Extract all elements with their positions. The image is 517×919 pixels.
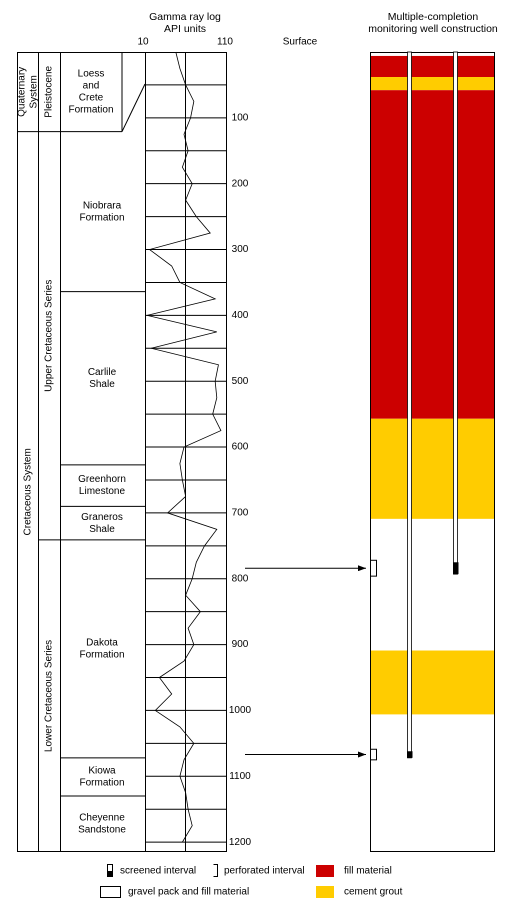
- well-segment: [371, 77, 494, 91]
- series-label: Upper Cretaceous Series: [44, 280, 55, 392]
- depth-label: 800: [232, 573, 249, 584]
- unit-label: Loess: [78, 68, 105, 79]
- well-segment: [371, 55, 494, 78]
- gravel-pack: [370, 559, 377, 577]
- unit-label: Graneros: [81, 512, 123, 523]
- unit-label: Niobrara: [83, 200, 122, 211]
- depth-label: 300: [232, 244, 249, 255]
- series-label: Pleistocene: [44, 66, 55, 118]
- legend: screened interval perforated interval fi…: [100, 864, 403, 898]
- depth-label: 200: [232, 178, 249, 189]
- depth-label: 1000: [229, 705, 252, 716]
- unit-label: Limestone: [79, 486, 126, 497]
- pipe: [453, 51, 458, 575]
- unit-label: Sandstone: [78, 825, 126, 836]
- well-segment: [371, 90, 494, 419]
- boundary: [121, 83, 146, 132]
- depth-label: 600: [232, 442, 249, 453]
- depth-label: 500: [232, 376, 249, 387]
- well-title: Multiple-completion: [388, 11, 479, 23]
- surface-label: Surface: [283, 37, 318, 48]
- pipe: [407, 51, 412, 759]
- depth-label: 400: [232, 310, 249, 321]
- gravel-pack: [370, 748, 377, 761]
- gamma-title: Gamma ray log: [149, 11, 221, 23]
- well-segment: [371, 650, 494, 715]
- unit-label: Cheyenne: [79, 813, 125, 824]
- legend-label: cement grout: [344, 887, 403, 898]
- unit-label: Shale: [89, 379, 115, 390]
- legend-label: gravel pack and fill material: [128, 887, 249, 898]
- api-max: 110: [217, 37, 233, 48]
- unit-label: Cretaceous System: [23, 448, 34, 535]
- well-segment: [371, 418, 494, 519]
- unit-label: Formation: [79, 778, 124, 789]
- api-min: 10: [137, 37, 149, 48]
- depth-label: 1100: [229, 771, 251, 782]
- legend-label: screened interval: [120, 866, 196, 877]
- unit-label: Formation: [79, 650, 124, 661]
- unit-label: Kiowa: [88, 766, 116, 777]
- gamma-units: API units: [164, 23, 206, 35]
- depth-label: 700: [232, 508, 249, 519]
- unit-label: Carlile: [88, 367, 117, 378]
- series-label: Lower Cretaceous Series: [44, 640, 55, 752]
- gamma-curve: [147, 51, 222, 843]
- legend-label: perforated interval: [224, 866, 305, 877]
- depth-label: 100: [232, 112, 249, 123]
- well-title: monitoring well construction: [368, 23, 498, 35]
- depth-label: 1200: [229, 837, 252, 848]
- unit-label: Formation: [79, 212, 124, 223]
- unit-label: and: [83, 80, 100, 91]
- screen: [453, 562, 459, 575]
- unit-label: System: [29, 75, 40, 108]
- unit-label: Dakota: [86, 638, 118, 649]
- unit-label: Formation: [68, 104, 113, 115]
- depth-label: 900: [232, 639, 249, 650]
- unit-label: Crete: [79, 92, 104, 103]
- legend-label: fill material: [344, 866, 392, 877]
- unit-label: Shale: [89, 524, 115, 535]
- screen: [407, 751, 413, 758]
- unit-label: Greenhorn: [78, 474, 126, 485]
- unit-label: Quaternary: [17, 67, 28, 117]
